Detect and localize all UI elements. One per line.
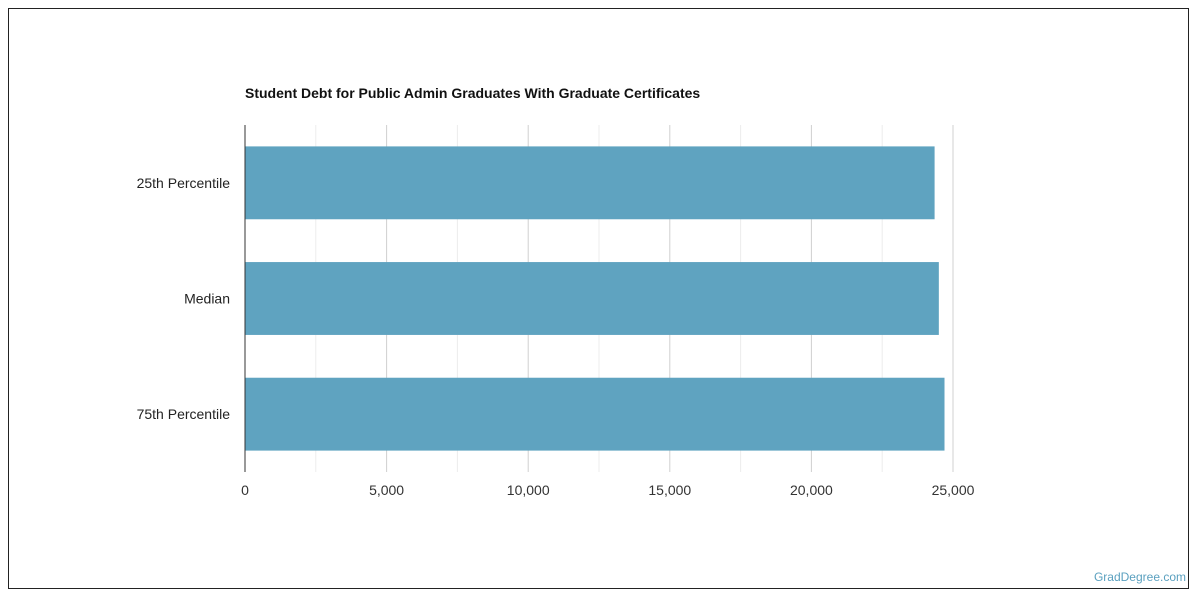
axes: 25th Percentile Median 75th Percentile 0 5,0… [137,125,975,498]
bar-median [245,262,939,335]
category-label: Median [184,291,230,307]
category-label: 75th Percentile [137,406,231,422]
x-tick-label: 25,000 [932,482,975,498]
x-tick-label: 20,000 [790,482,833,498]
x-tick-label: 0 [241,482,249,498]
category-label: 25th Percentile [137,175,231,191]
x-tick-label: 5,000 [369,482,404,498]
x-tick-label: 10,000 [507,482,550,498]
x-tick-label: 15,000 [648,482,691,498]
bars [245,146,945,451]
bar-75th-percentile [245,377,945,451]
chart-frame [8,8,1189,589]
chart-title: Student Debt for Public Admin Graduates … [245,85,701,101]
bar-25th-percentile [245,146,935,220]
watermark[interactable]: GradDegree.com [1093,570,1186,584]
